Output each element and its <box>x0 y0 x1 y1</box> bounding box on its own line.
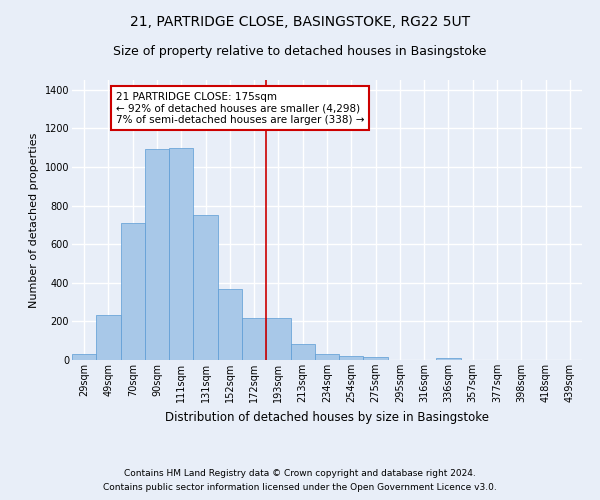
Bar <box>72 354 96 360</box>
Bar <box>364 356 388 360</box>
Bar <box>169 148 193 360</box>
Bar <box>145 148 169 360</box>
Bar <box>315 354 339 360</box>
Y-axis label: Number of detached properties: Number of detached properties <box>29 132 39 308</box>
Text: 21 PARTRIDGE CLOSE: 175sqm
← 92% of detached houses are smaller (4,298)
7% of se: 21 PARTRIDGE CLOSE: 175sqm ← 92% of deta… <box>116 92 364 125</box>
Text: 21, PARTRIDGE CLOSE, BASINGSTOKE, RG22 5UT: 21, PARTRIDGE CLOSE, BASINGSTOKE, RG22 5… <box>130 15 470 29</box>
Text: Contains public sector information licensed under the Open Government Licence v3: Contains public sector information licen… <box>103 484 497 492</box>
Bar <box>290 344 315 360</box>
Bar <box>339 356 364 360</box>
Bar <box>121 223 145 360</box>
Text: Contains HM Land Registry data © Crown copyright and database right 2024.: Contains HM Land Registry data © Crown c… <box>124 468 476 477</box>
Bar <box>266 318 290 360</box>
Text: Size of property relative to detached houses in Basingstoke: Size of property relative to detached ho… <box>113 45 487 58</box>
Bar <box>218 288 242 360</box>
Bar <box>436 358 461 360</box>
X-axis label: Distribution of detached houses by size in Basingstoke: Distribution of detached houses by size … <box>165 410 489 424</box>
Bar <box>193 215 218 360</box>
Bar <box>242 318 266 360</box>
Bar <box>96 314 121 360</box>
